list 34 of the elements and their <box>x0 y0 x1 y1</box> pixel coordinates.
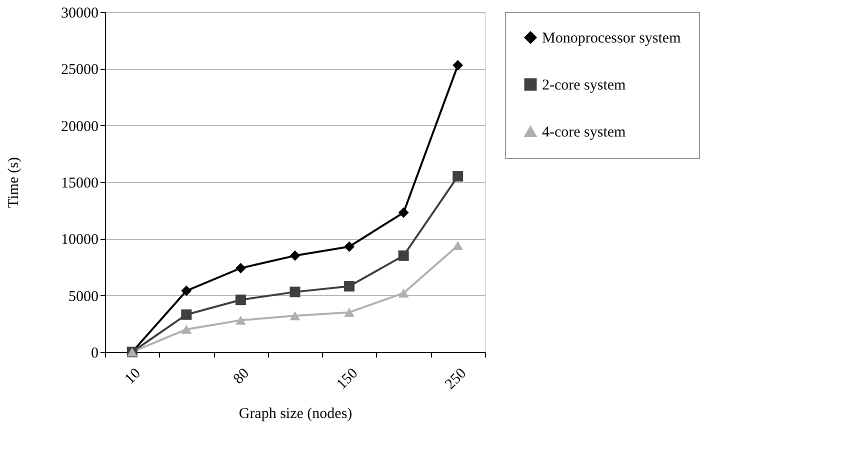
point <box>290 286 300 298</box>
point <box>344 241 355 252</box>
x-tick-label: 250 <box>442 366 470 393</box>
point <box>452 240 464 250</box>
point <box>181 286 192 296</box>
x-tick-label: 150 <box>334 366 362 393</box>
y-tick-label: 5000 <box>68 288 98 305</box>
point <box>452 171 464 182</box>
point <box>181 324 192 334</box>
y-axis-title: Time (s) <box>6 157 22 208</box>
legend-label: 4-core system <box>542 124 626 140</box>
x-tick-label: 80 <box>230 366 253 388</box>
point <box>235 316 246 325</box>
legend-label: Monoprocessor system <box>542 30 682 46</box>
y-tick-label: 10000 <box>61 232 98 248</box>
point <box>344 308 355 317</box>
point <box>398 250 409 261</box>
y-tick-label: 20000 <box>61 118 98 135</box>
point <box>452 60 464 71</box>
x-axis-title: Graph size (nodes) <box>238 406 352 422</box>
point <box>398 288 409 298</box>
y-tick-label: 0 <box>91 346 98 362</box>
x-tick-label: 10 <box>122 366 144 388</box>
y-tick-label: 30000 <box>61 6 98 22</box>
legend-label: 2-core system <box>542 78 626 94</box>
point <box>181 309 192 320</box>
point <box>235 262 246 274</box>
point <box>290 250 300 261</box>
y-tick-label: 25000 <box>61 62 98 78</box>
point <box>235 294 246 306</box>
point <box>290 311 300 320</box>
point <box>344 281 355 292</box>
y-tick-label: 15000 <box>61 176 98 192</box>
point <box>398 207 409 218</box>
